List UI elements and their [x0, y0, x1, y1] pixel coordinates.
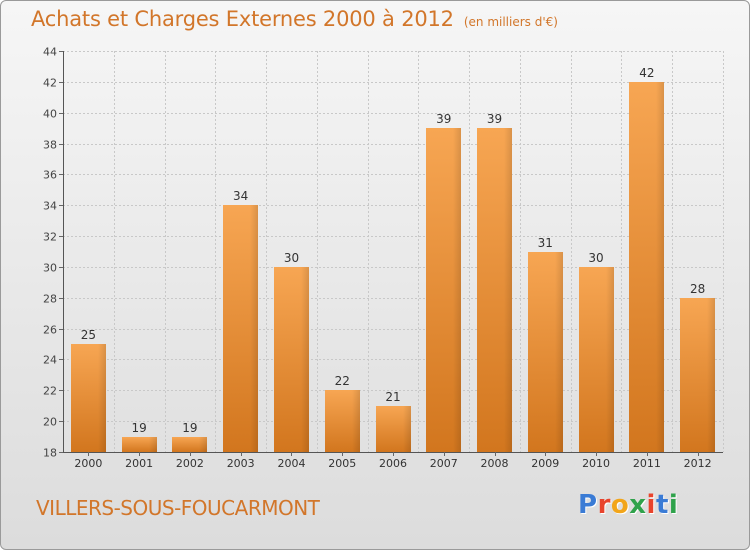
- x-tick-label: 2002: [176, 457, 204, 470]
- data-label: 22: [335, 374, 350, 388]
- bar-shade: [352, 390, 360, 452]
- y-tick-label: 22: [43, 385, 57, 398]
- grid-lines: [63, 51, 724, 453]
- y-tick-label: 20: [43, 416, 57, 429]
- logo-letter: i: [646, 490, 656, 520]
- logo-letter: P: [578, 490, 598, 520]
- x-tick-label: 2012: [684, 457, 712, 470]
- bar-shade: [301, 267, 309, 452]
- x-tick-label: 2003: [227, 457, 255, 470]
- proxiti-logo[interactable]: Proxiti: [578, 490, 678, 520]
- y-tick-label: 36: [43, 169, 57, 182]
- data-label: 30: [284, 251, 299, 265]
- data-label: 42: [639, 66, 654, 80]
- data-labels: 25 19 19 34 30 22 21 39 39 31 30 42 28: [81, 66, 706, 435]
- bar-shade: [453, 128, 461, 452]
- y-tick-label: 28: [43, 293, 57, 306]
- y-tick-label: 24: [43, 354, 57, 367]
- bar-shade: [199, 437, 207, 452]
- bar-2001: [122, 437, 157, 452]
- x-tick-label: 2009: [531, 457, 559, 470]
- x-tick-label: 2010: [582, 457, 610, 470]
- x-tick-label: 2005: [328, 457, 356, 470]
- x-tick-label: 2000: [74, 457, 102, 470]
- data-label: 30: [588, 251, 603, 265]
- bar-shade: [504, 128, 512, 452]
- data-label: 19: [182, 421, 197, 435]
- bar-shade: [555, 252, 563, 452]
- bar-shade: [606, 267, 614, 452]
- y-tick-label: 38: [43, 139, 57, 152]
- logo-letter: x: [629, 490, 647, 520]
- y-tick-label: 32: [43, 231, 57, 244]
- y-tick-label: 26: [43, 324, 57, 337]
- data-label: 34: [233, 189, 248, 203]
- y-tick-label: 42: [43, 77, 57, 90]
- commune-name: VILLERS-SOUS-FOUCARMONT: [36, 496, 320, 520]
- chart-title: Achats et Charges Externes 2000 à 2012: [31, 7, 454, 31]
- y-tick-label: 34: [43, 200, 57, 213]
- bar-shade: [656, 82, 664, 452]
- data-label: 19: [132, 421, 147, 435]
- data-label: 25: [81, 328, 96, 342]
- logo-letter: o: [610, 490, 630, 520]
- bar-shade: [98, 344, 106, 452]
- x-tick-label: 2006: [379, 457, 407, 470]
- bar-shade: [707, 298, 715, 452]
- bar-shade: [250, 205, 258, 452]
- x-tick-label: 2004: [277, 457, 305, 470]
- logo-letter: t: [655, 490, 669, 520]
- data-label: 39: [487, 112, 502, 126]
- tick-labels: 18 20 22 24 26 28 30 32 34 36 38 40 42 44 2000 2001 2002…: [43, 46, 712, 471]
- data-label: 31: [538, 236, 553, 250]
- data-label: 21: [385, 390, 400, 404]
- x-tick-label: 2007: [430, 457, 458, 470]
- y-tick-label: 40: [43, 108, 57, 121]
- chart-unit: (en milliers d'€): [463, 15, 558, 29]
- bar-2002: [172, 437, 207, 452]
- bars: [71, 82, 715, 452]
- axes: [59, 51, 723, 456]
- y-tick-label: 30: [43, 262, 57, 275]
- chart-title-block: Achats et Charges Externes 2000 à 2012 (e…: [31, 7, 558, 31]
- x-tick-label: 2011: [633, 457, 661, 470]
- y-tick-label: 18: [43, 447, 57, 460]
- logo-letter: r: [597, 490, 611, 520]
- x-tick-label: 2008: [481, 457, 509, 470]
- x-tick-label: 2001: [125, 457, 153, 470]
- y-tick-label: 44: [43, 46, 57, 59]
- bar-shade: [149, 437, 157, 452]
- logo-letter: i: [668, 490, 679, 520]
- bar-shade: [403, 406, 411, 452]
- data-label: 28: [690, 282, 705, 296]
- data-label: 39: [436, 112, 451, 126]
